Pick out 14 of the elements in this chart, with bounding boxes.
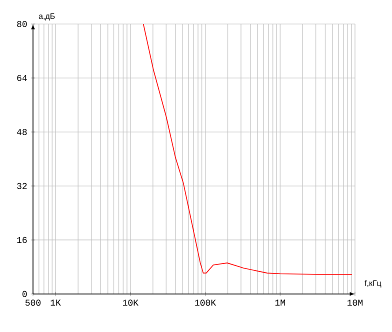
x-axis-title: f,кГц	[364, 280, 382, 288]
y-tick-label: 0	[22, 290, 27, 298]
y-tick-label: 48	[17, 128, 27, 136]
x-tick-label: 100K	[195, 300, 216, 306]
x-tick-label: 10K	[122, 300, 138, 306]
y-tick-label: 64	[17, 74, 27, 82]
y-axis-title: a,дБ	[38, 13, 55, 20]
x-tick-label: 10M	[348, 300, 363, 306]
y-tick-label: 32	[17, 182, 27, 190]
x-tick-label: 1M	[275, 300, 285, 306]
y-tick-label: 80	[17, 20, 27, 28]
x-tick-label: 500	[25, 300, 41, 306]
x-tick-label: 1K	[50, 300, 61, 306]
y-tick-label: 16	[17, 236, 27, 244]
